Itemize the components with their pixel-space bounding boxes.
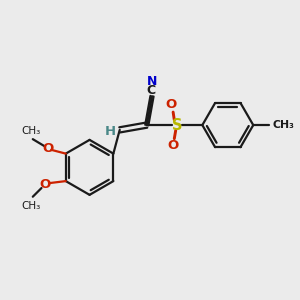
- Text: O: O: [167, 140, 178, 152]
- Text: C: C: [147, 85, 156, 98]
- Text: S: S: [172, 118, 182, 133]
- Text: O: O: [39, 178, 51, 191]
- Text: CH₃: CH₃: [272, 120, 294, 130]
- Text: N: N: [147, 75, 157, 88]
- Text: CH₃: CH₃: [21, 201, 41, 212]
- Text: O: O: [42, 142, 53, 155]
- Text: CH₃: CH₃: [21, 126, 41, 136]
- Text: O: O: [165, 98, 176, 111]
- Text: H: H: [105, 125, 116, 138]
